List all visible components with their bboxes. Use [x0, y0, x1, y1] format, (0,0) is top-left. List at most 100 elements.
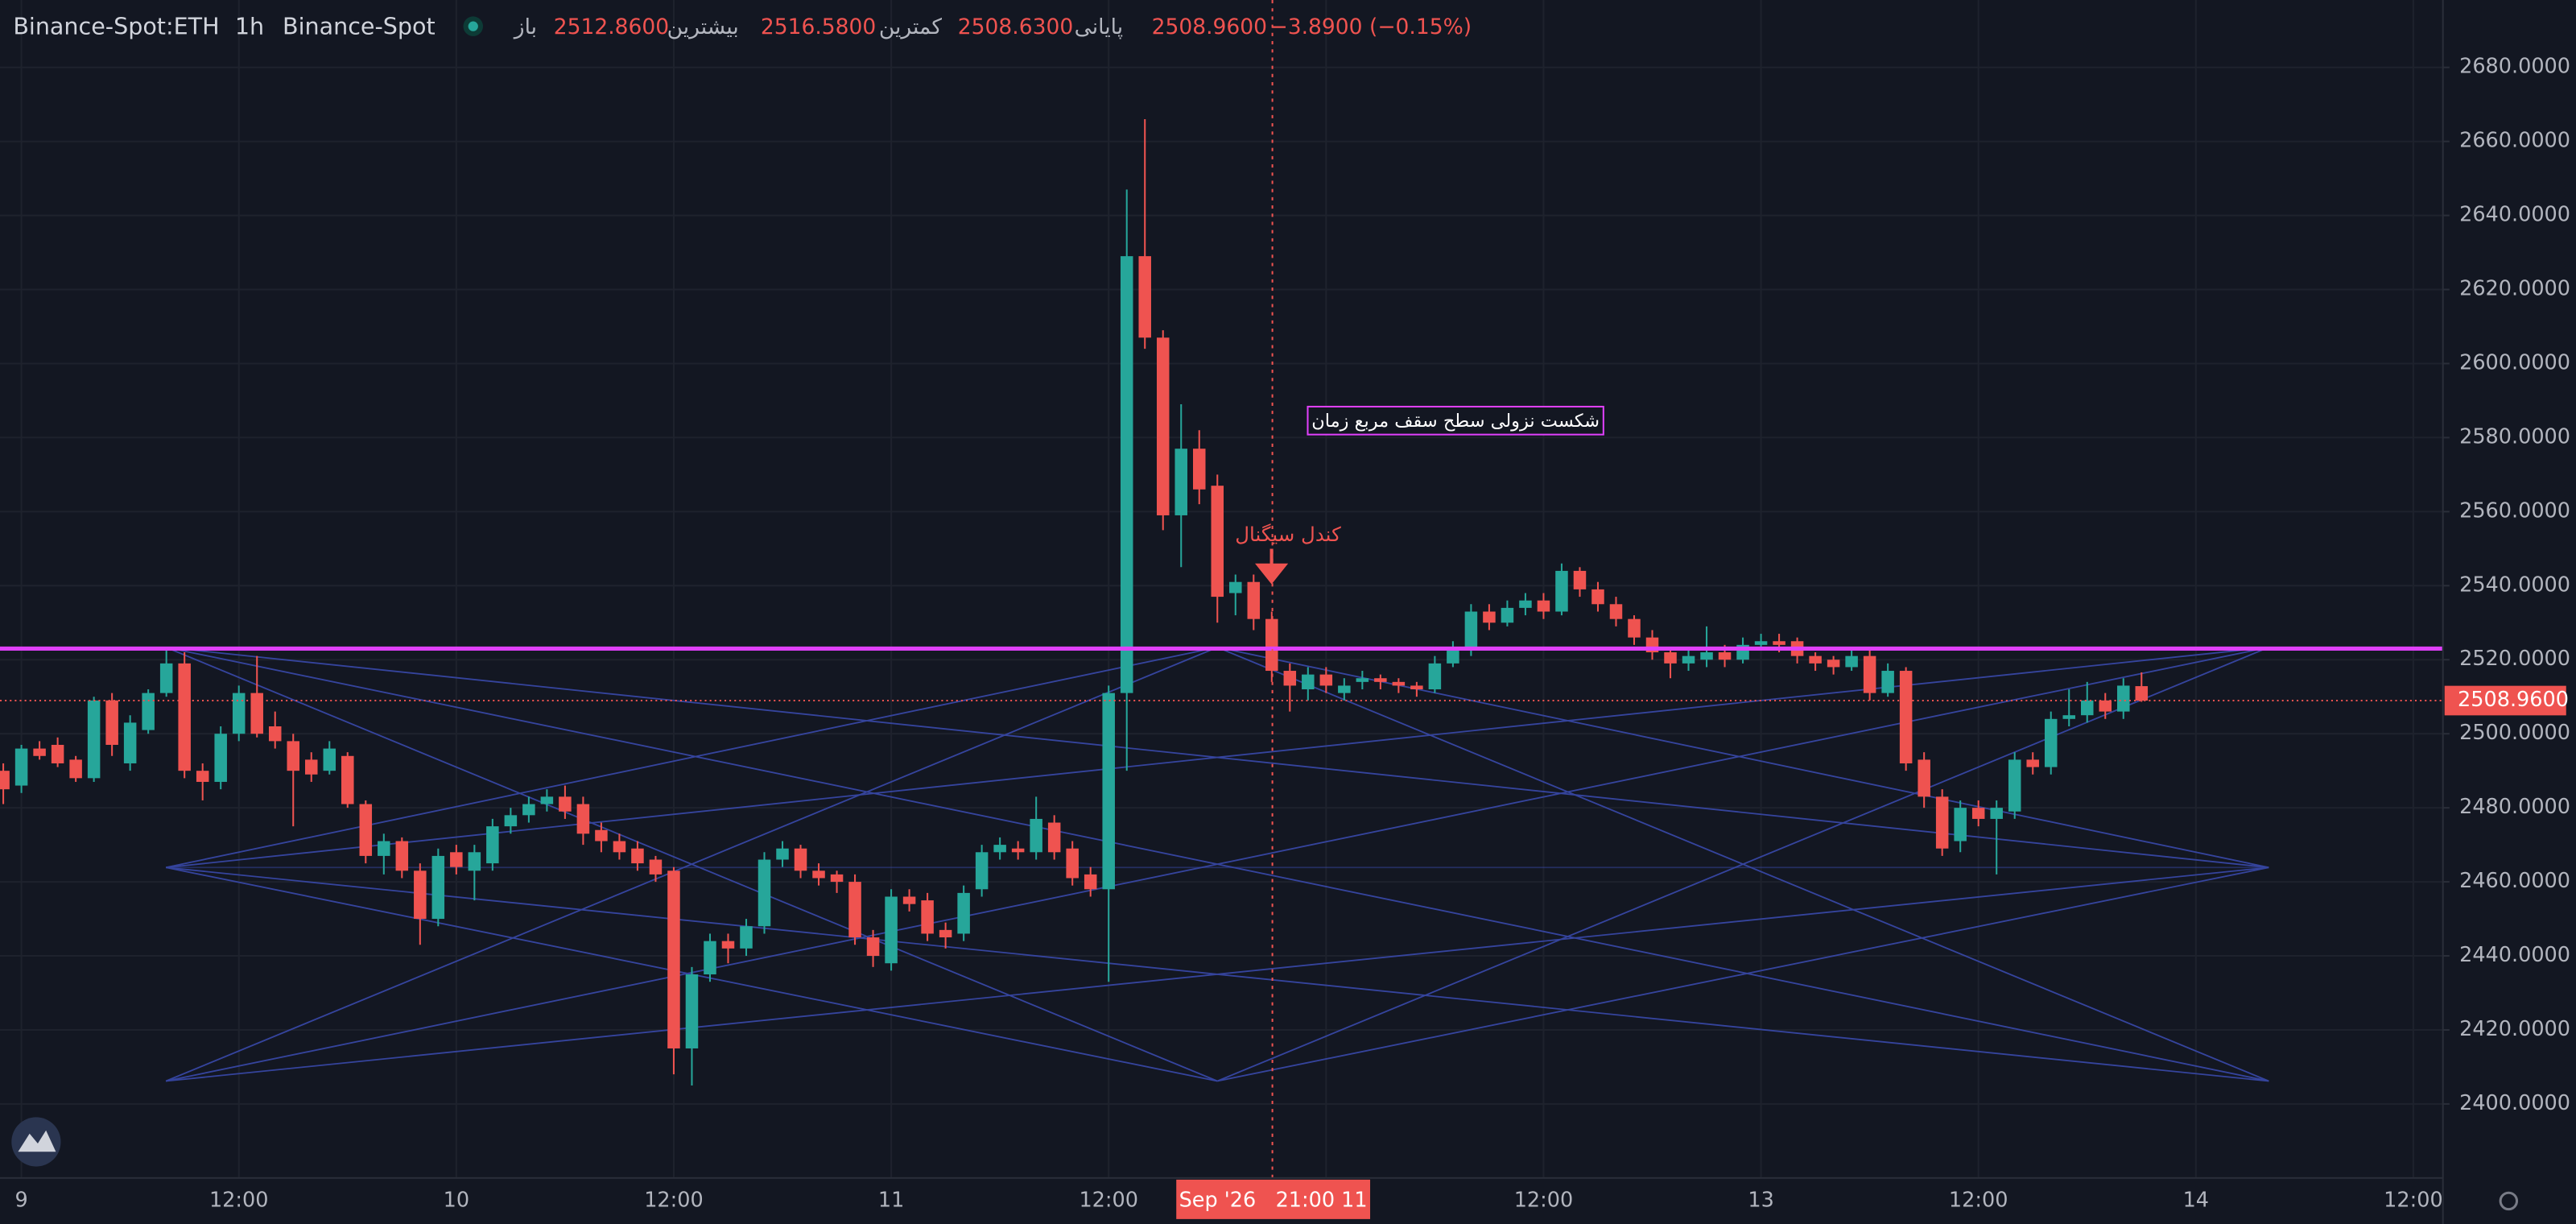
candle-body — [1464, 611, 1478, 649]
exchange[interactable]: Binance-Spot — [283, 13, 436, 40]
candle-body — [794, 848, 807, 871]
candle-body — [1899, 671, 1913, 763]
candle-body — [704, 941, 716, 975]
candle-body — [341, 755, 354, 804]
candle-body — [1954, 808, 1967, 842]
y-tick-label: 2560.0000 — [2459, 498, 2570, 523]
candle-body — [649, 859, 663, 875]
candle-body — [1047, 822, 1061, 853]
x-tick-label: 12:00 — [209, 1188, 269, 1212]
legend-value: 2508.6300 — [958, 14, 1073, 39]
legend-label: باز — [513, 14, 537, 39]
candle-body — [1519, 600, 1532, 608]
candle-body — [1501, 607, 1514, 623]
candle-body — [305, 759, 318, 775]
candle-body — [921, 900, 934, 934]
candle-body — [87, 700, 101, 779]
y-tick-label: 2480.0000 — [2459, 795, 2570, 819]
candle-body — [1700, 652, 1713, 660]
y-tick-label: 2500.0000 — [2459, 721, 2570, 745]
x-tick-label: 14 — [2183, 1188, 2209, 1212]
x-tick-label: 12:00 — [1079, 1188, 1138, 1212]
y-tick-label: 2600.0000 — [2459, 350, 2570, 374]
gann-drawing — [165, 646, 2269, 1082]
x-tick-label: 9 — [14, 1188, 27, 1212]
candle-body — [268, 726, 282, 742]
x-tick-label: 10 — [444, 1188, 469, 1212]
candle-body — [33, 748, 46, 756]
legend-value: 2508.9600 — [1152, 14, 1267, 39]
candle-body — [2117, 685, 2130, 712]
candle-body — [1773, 641, 1785, 645]
candle-body — [667, 870, 680, 1048]
candle-body — [559, 796, 572, 812]
candle-body — [214, 734, 227, 782]
candle-body — [359, 804, 373, 856]
candle-body — [196, 771, 209, 782]
candle-body — [504, 815, 518, 827]
candle-body — [1827, 660, 1840, 668]
y-tick-label: 2640.0000 — [2459, 203, 2570, 227]
candle-body — [1410, 685, 1423, 690]
candle-body — [1971, 808, 1985, 819]
candle-body — [975, 852, 989, 890]
candle-body — [1845, 655, 1858, 668]
candle-body — [1881, 671, 1894, 693]
candle-body — [1555, 570, 1568, 612]
candle-body — [1265, 618, 1278, 672]
candle-body — [1754, 641, 1768, 645]
candle-body — [776, 848, 789, 860]
x-tick-label: 12:00 — [644, 1188, 704, 1212]
candle-body — [902, 896, 916, 904]
candle-body — [450, 852, 463, 867]
candle-body — [1809, 655, 1822, 664]
x-tick-label: 12:00 — [2384, 1188, 2443, 1212]
candle-body — [540, 796, 554, 804]
candle-body — [1483, 611, 1496, 623]
y-tick-label: 2520.0000 — [2459, 647, 2570, 671]
candle-body — [232, 693, 246, 734]
y-tick-label: 2420.0000 — [2459, 1017, 2570, 1041]
last-price-tag — [2444, 685, 2566, 716]
annotation-text[interactable]: شکست نزولی سطح سقف مربع زمان — [1311, 411, 1600, 432]
y-tick-label: 2440.0000 — [2459, 943, 2570, 967]
candle-body — [378, 841, 390, 856]
candle-body — [740, 926, 753, 949]
candle-body — [1374, 678, 1387, 682]
candle-body — [993, 845, 1006, 853]
logo-icon — [18, 1130, 56, 1152]
candle-body — [69, 759, 82, 779]
symbol[interactable]: Binance-Spot:ETH — [13, 13, 219, 40]
settings-icon[interactable] — [2499, 1191, 2519, 1211]
candle-body — [51, 744, 64, 763]
signal-label[interactable]: کندل سیگنال — [1235, 523, 1341, 546]
candle-body — [1609, 604, 1623, 619]
candle-body — [1664, 652, 1677, 664]
candle-body — [142, 693, 155, 730]
candle-body — [1918, 759, 1930, 797]
candle-body — [1193, 449, 1206, 490]
candle-body — [1356, 678, 1369, 682]
candle-body — [1935, 796, 1949, 849]
candle-body — [1156, 337, 1170, 515]
candle-body — [287, 741, 299, 771]
interval[interactable]: 1h — [235, 13, 264, 40]
candle-body — [1628, 618, 1641, 638]
candle-body — [1591, 589, 1604, 605]
candle-body — [2062, 715, 2075, 719]
candle-body — [1247, 581, 1261, 619]
candle-body — [1338, 685, 1351, 693]
candle-body — [866, 937, 880, 957]
y-tick-label: 2460.0000 — [2459, 869, 2570, 893]
signal-arrow[interactable] — [1255, 548, 1289, 585]
candle-body — [0, 771, 10, 790]
candle-body — [1447, 648, 1459, 664]
candle-body — [1283, 671, 1297, 686]
legend-value: 2516.5800 — [761, 14, 876, 39]
candle-body — [522, 804, 535, 816]
annotation-box[interactable] — [1307, 405, 1604, 436]
candle-body — [1066, 848, 1079, 879]
